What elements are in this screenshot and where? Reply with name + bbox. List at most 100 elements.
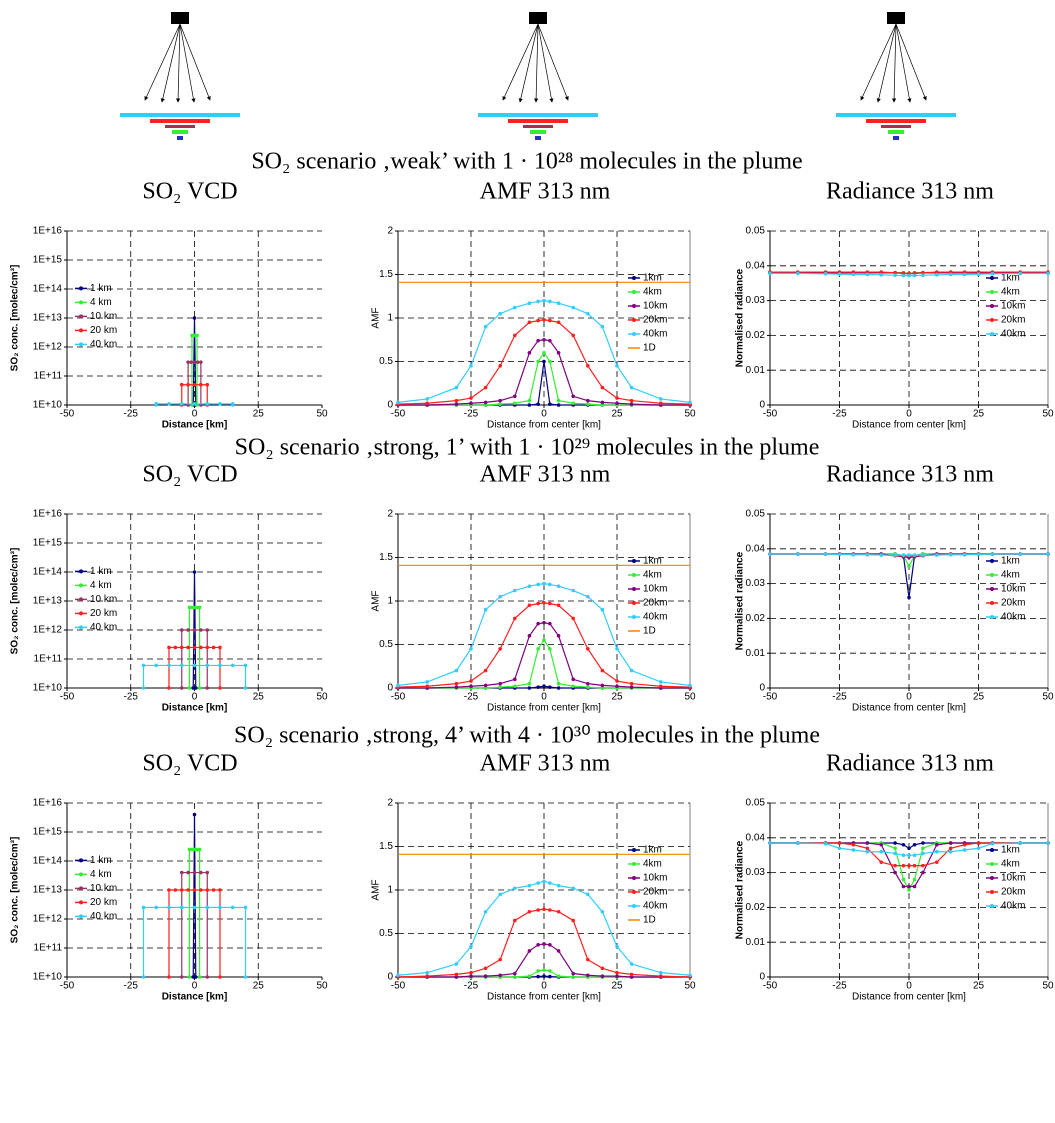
data-point bbox=[548, 402, 552, 406]
legend-label: 4km bbox=[1001, 570, 1020, 581]
data-point bbox=[600, 403, 605, 407]
y-tick-label: 0 bbox=[759, 972, 765, 983]
data-point bbox=[1046, 841, 1050, 845]
data-point bbox=[154, 401, 159, 406]
data-point bbox=[527, 398, 532, 403]
y-tick-label: 0.05 bbox=[746, 798, 766, 809]
data-point bbox=[513, 886, 517, 891]
data-point bbox=[907, 564, 911, 568]
data-point bbox=[907, 884, 911, 889]
data-point bbox=[629, 668, 634, 673]
y-tick-label: 0.01 bbox=[746, 937, 766, 948]
y-tick-label: 1E+16 bbox=[33, 226, 63, 237]
data-point bbox=[688, 973, 692, 978]
chart-title: AMF 313 nm bbox=[480, 179, 611, 205]
y-axis-label: AMF bbox=[371, 590, 382, 611]
data-point bbox=[556, 949, 561, 953]
chart-title: SO₂ VCD bbox=[142, 462, 237, 488]
legend-marker bbox=[990, 275, 994, 280]
data-point bbox=[527, 603, 532, 608]
data-point bbox=[425, 680, 430, 684]
legend-label: 1 km bbox=[90, 566, 112, 577]
data-point bbox=[948, 846, 953, 851]
data-point bbox=[536, 974, 540, 979]
data-point bbox=[571, 677, 575, 682]
legend-marker bbox=[632, 847, 636, 852]
data-point bbox=[498, 957, 503, 962]
legend-marker bbox=[990, 572, 994, 577]
data-point bbox=[586, 402, 590, 406]
data-point bbox=[542, 337, 546, 342]
data-point bbox=[218, 663, 222, 668]
x-tick-label: -25 bbox=[124, 409, 139, 420]
y-tick-label: 1E+14 bbox=[33, 856, 63, 867]
data-point bbox=[921, 273, 925, 277]
data-point bbox=[990, 272, 995, 276]
x-tick-label: 50 bbox=[316, 409, 328, 420]
data-point bbox=[823, 552, 828, 556]
data-point bbox=[865, 849, 870, 854]
data-point bbox=[205, 905, 210, 910]
data-point bbox=[205, 975, 210, 979]
data-point bbox=[948, 272, 953, 277]
legend-label: 40km bbox=[643, 329, 667, 340]
data-point bbox=[823, 272, 828, 276]
data-point bbox=[548, 881, 552, 885]
legend-marker bbox=[79, 597, 83, 602]
legend-label: 40 km bbox=[90, 339, 117, 350]
data-point bbox=[187, 847, 192, 852]
legend-label: 20km bbox=[1001, 315, 1025, 326]
data-point bbox=[615, 684, 619, 689]
legend-label: 1 km bbox=[90, 283, 112, 294]
x-tick-label: -25 bbox=[464, 692, 479, 703]
data-point bbox=[179, 645, 184, 650]
data-point bbox=[454, 385, 459, 390]
legend-marker bbox=[632, 614, 636, 619]
data-point bbox=[197, 605, 202, 610]
data-point bbox=[469, 970, 473, 975]
y-tick-label: 1E+12 bbox=[33, 625, 63, 636]
data-point bbox=[901, 273, 906, 278]
legend-marker bbox=[632, 303, 636, 308]
data-point bbox=[199, 382, 203, 387]
x-tick-label: -50 bbox=[60, 409, 75, 420]
legend-marker bbox=[632, 600, 636, 605]
data-point bbox=[179, 686, 184, 690]
data-point bbox=[498, 402, 503, 406]
data-point bbox=[893, 851, 897, 856]
y-tick-label: 1E+11 bbox=[34, 654, 63, 665]
data-point bbox=[556, 681, 561, 686]
legend-marker bbox=[79, 858, 83, 863]
y-tick-label: 1E+15 bbox=[33, 538, 63, 549]
x-tick-label: -25 bbox=[464, 409, 479, 420]
chart-title: AMF 313 nm bbox=[480, 462, 611, 488]
y-tick-label: 1E+12 bbox=[33, 342, 63, 353]
legend-label: 10km bbox=[643, 301, 667, 312]
data-point bbox=[230, 403, 235, 407]
data-point bbox=[167, 401, 171, 406]
legend-marker bbox=[990, 903, 994, 908]
data-point bbox=[186, 888, 190, 892]
data-point bbox=[1018, 552, 1022, 556]
data-point bbox=[469, 944, 473, 949]
x-tick-label: 25 bbox=[611, 692, 623, 703]
data-point bbox=[921, 863, 925, 868]
chart-title: SO₂ VCD bbox=[142, 179, 237, 205]
legend-marker bbox=[79, 286, 83, 291]
data-point bbox=[600, 385, 605, 390]
x-axis-label: Distance [km] bbox=[162, 420, 228, 431]
data-point bbox=[556, 320, 561, 325]
data-point bbox=[907, 553, 911, 557]
data-point bbox=[600, 324, 605, 329]
legend-marker bbox=[990, 875, 994, 880]
data-point bbox=[186, 382, 190, 387]
data-point bbox=[600, 686, 605, 690]
y-axis-label: AMF bbox=[371, 879, 382, 900]
x-tick-label: 50 bbox=[316, 692, 328, 703]
data-point bbox=[907, 273, 911, 278]
y-tick-label: 1E+14 bbox=[33, 567, 63, 578]
legend-label: 10 km bbox=[90, 311, 117, 322]
data-point bbox=[454, 975, 459, 979]
data-point bbox=[586, 398, 590, 403]
